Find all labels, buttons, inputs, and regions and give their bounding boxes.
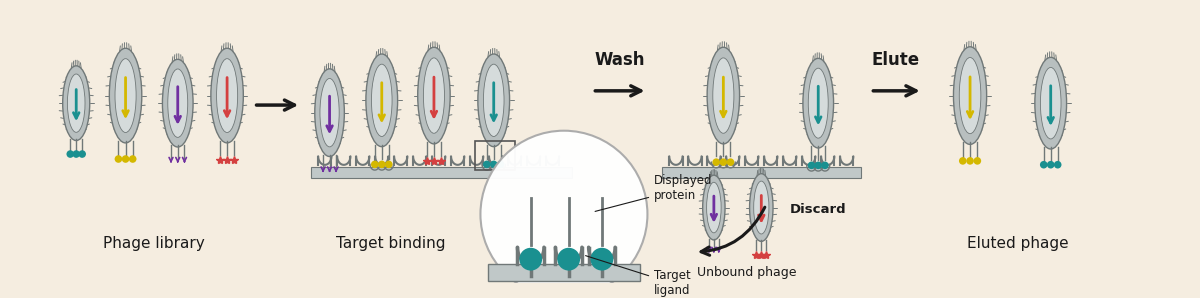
- Circle shape: [808, 162, 815, 169]
- Circle shape: [78, 150, 86, 158]
- Circle shape: [959, 157, 966, 165]
- Circle shape: [385, 161, 392, 168]
- Ellipse shape: [713, 58, 734, 133]
- Ellipse shape: [67, 74, 85, 132]
- Ellipse shape: [424, 58, 444, 133]
- Ellipse shape: [162, 59, 193, 147]
- Circle shape: [482, 161, 491, 168]
- Circle shape: [815, 162, 822, 169]
- Bar: [488, 264, 640, 281]
- Ellipse shape: [803, 58, 834, 148]
- Ellipse shape: [703, 175, 725, 240]
- Circle shape: [713, 158, 720, 166]
- Ellipse shape: [418, 47, 450, 144]
- Circle shape: [66, 150, 74, 158]
- Ellipse shape: [484, 64, 504, 136]
- Text: Displayed
protein: Displayed protein: [595, 174, 713, 211]
- Bar: [661, 167, 860, 178]
- Ellipse shape: [372, 64, 392, 136]
- Circle shape: [1040, 161, 1048, 168]
- Circle shape: [1046, 161, 1055, 168]
- Ellipse shape: [707, 182, 721, 233]
- Ellipse shape: [109, 48, 142, 143]
- Circle shape: [371, 161, 378, 168]
- Ellipse shape: [320, 78, 340, 147]
- Ellipse shape: [809, 68, 828, 138]
- Ellipse shape: [314, 69, 344, 156]
- Ellipse shape: [1040, 67, 1061, 139]
- Circle shape: [557, 248, 580, 271]
- Ellipse shape: [1034, 57, 1067, 149]
- Ellipse shape: [366, 54, 397, 147]
- Text: Elute: Elute: [872, 51, 920, 69]
- Text: Phage library: Phage library: [103, 236, 205, 251]
- Circle shape: [72, 150, 80, 158]
- Text: Target
ligand: Target ligand: [586, 256, 691, 297]
- Circle shape: [727, 158, 734, 166]
- Text: Eluted phage: Eluted phage: [967, 236, 1068, 251]
- Circle shape: [128, 155, 137, 163]
- Circle shape: [480, 131, 648, 298]
- Circle shape: [590, 248, 613, 271]
- Circle shape: [520, 248, 542, 271]
- Ellipse shape: [707, 47, 739, 144]
- Ellipse shape: [750, 174, 773, 241]
- Text: Target binding: Target binding: [336, 236, 446, 251]
- Ellipse shape: [115, 59, 136, 133]
- Ellipse shape: [959, 58, 980, 134]
- Circle shape: [821, 162, 829, 169]
- Bar: [311, 167, 571, 178]
- Ellipse shape: [211, 48, 244, 143]
- Ellipse shape: [754, 181, 769, 234]
- Circle shape: [720, 158, 727, 166]
- Ellipse shape: [478, 54, 510, 147]
- Text: Unbound phage: Unbound phage: [697, 266, 797, 280]
- Circle shape: [1054, 161, 1062, 168]
- Ellipse shape: [62, 66, 90, 141]
- Ellipse shape: [168, 69, 187, 137]
- Ellipse shape: [954, 47, 986, 145]
- Circle shape: [490, 161, 498, 168]
- Circle shape: [497, 161, 504, 168]
- Circle shape: [966, 157, 974, 165]
- Text: Wash: Wash: [595, 51, 646, 69]
- Circle shape: [115, 155, 122, 163]
- Circle shape: [378, 161, 385, 168]
- Circle shape: [121, 155, 130, 163]
- Circle shape: [973, 157, 982, 165]
- Ellipse shape: [216, 59, 238, 133]
- Text: Discard: Discard: [790, 203, 846, 216]
